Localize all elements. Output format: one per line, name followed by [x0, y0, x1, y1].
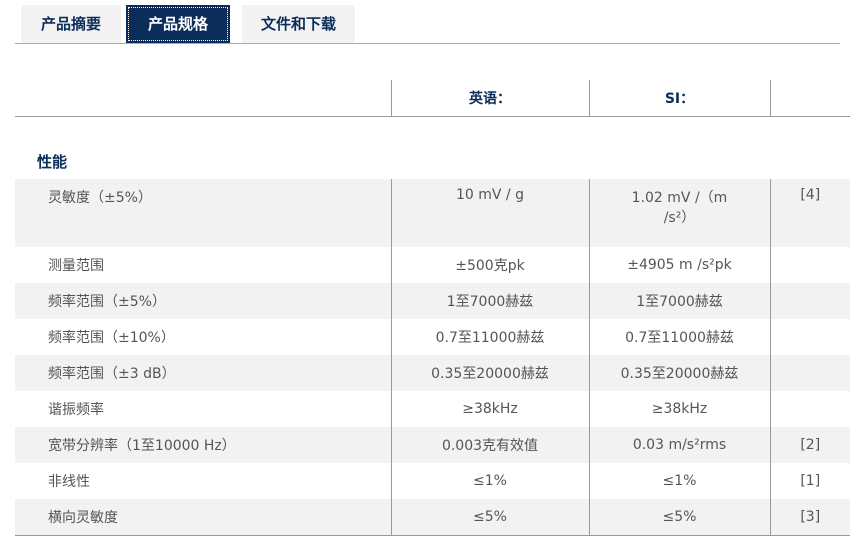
row-si: 0.7至11000赫兹: [588, 319, 770, 355]
tab-product-summary[interactable]: 产品摘要: [21, 5, 121, 43]
row-note: [3]: [769, 499, 850, 536]
row-note: [2]: [769, 427, 850, 463]
row-english: 1至7000赫兹: [390, 283, 589, 319]
header-english: 英语：: [390, 80, 589, 117]
table-row: 非线性 ≤1% ≤1% [1]: [15, 463, 850, 499]
table-header: 英语： SI：: [15, 80, 850, 117]
row-note: [769, 247, 850, 283]
row-si: ≥38kHz: [588, 391, 770, 427]
row-english: ≤5%: [390, 499, 589, 536]
section-title: 性能: [37, 153, 68, 171]
table-row: 灵敏度（±5%） 10 mV / g 1.02 mV /（m /s²） [4]: [15, 179, 850, 247]
table-row: 频率范围（±10%） 0.7至11000赫兹 0.7至11000赫兹: [15, 319, 850, 355]
table-row: 宽带分辨率（1至10000 Hz） 0.003克有效值 0.03 m/s²rms [2…: [15, 427, 850, 463]
row-english: ≤1%: [390, 463, 589, 499]
row-english: 0.003克有效值: [390, 427, 589, 463]
row-label: 横向灵敏度: [15, 499, 391, 536]
row-label: 频率范围（±10%）: [48, 330, 175, 346]
row-english: ≥38kHz: [390, 391, 589, 427]
row-si: ≤1%: [588, 463, 770, 499]
row-label: 谐振频率: [48, 402, 104, 418]
header-si: SI：: [588, 80, 770, 117]
row-note: [4]: [769, 179, 850, 247]
row-si: 0.03 m/s²rms: [588, 427, 770, 463]
product-tabs: 产品摘要 产品规格 文件和下载: [15, 5, 840, 44]
row-si: ±4905 m /s²pk: [588, 247, 770, 283]
table-row: 横向灵敏度 ≤5% ≤5% [3]: [15, 499, 850, 536]
row-label: 非线性: [48, 474, 90, 490]
header-label: [15, 80, 391, 117]
row-english: 0.35至20000赫兹: [390, 355, 589, 391]
row-label: 测量范围: [48, 258, 104, 274]
row-note: [769, 319, 850, 355]
row-label: 频率范围（±3 dB）: [15, 355, 391, 391]
row-si: ≤5%: [588, 499, 770, 536]
row-si: 0.35至20000赫兹: [588, 355, 770, 391]
header-note: [769, 80, 850, 117]
table-row: 谐振频率 ≥38kHz ≥38kHz: [15, 391, 850, 427]
tab-product-specs[interactable]: 产品规格: [126, 5, 230, 43]
row-note: [1]: [769, 463, 850, 499]
row-si: 1.02 mV /（m /s²）: [588, 179, 770, 247]
row-label: 频率范围（±5%）: [15, 283, 391, 319]
spec-table: 英语： SI： 性能 灵敏度（±5%） 10 mV / g 1.02 mV /（m …: [15, 80, 850, 536]
table-row: 测量范围 ±500克pk ±4905 m /s²pk: [15, 247, 850, 283]
row-note: [769, 283, 850, 319]
row-si: 1至7000赫兹: [588, 283, 770, 319]
row-english: 10 mV / g: [390, 179, 589, 247]
row-english: 0.7至11000赫兹: [390, 319, 589, 355]
row-english: ±500克pk: [390, 247, 589, 283]
row-note: [769, 391, 850, 427]
table-row: 频率范围（±3 dB） 0.35至20000赫兹 0.35至20000赫兹: [15, 355, 850, 391]
row-label: 灵敏度（±5%）: [15, 179, 391, 247]
tab-docs-downloads[interactable]: 文件和下载: [242, 5, 355, 43]
table-row: 频率范围（±5%） 1至7000赫兹 1至7000赫兹: [15, 283, 850, 319]
row-note: [769, 355, 850, 391]
row-label: 宽带分辨率（1至10000 Hz）: [15, 427, 391, 463]
